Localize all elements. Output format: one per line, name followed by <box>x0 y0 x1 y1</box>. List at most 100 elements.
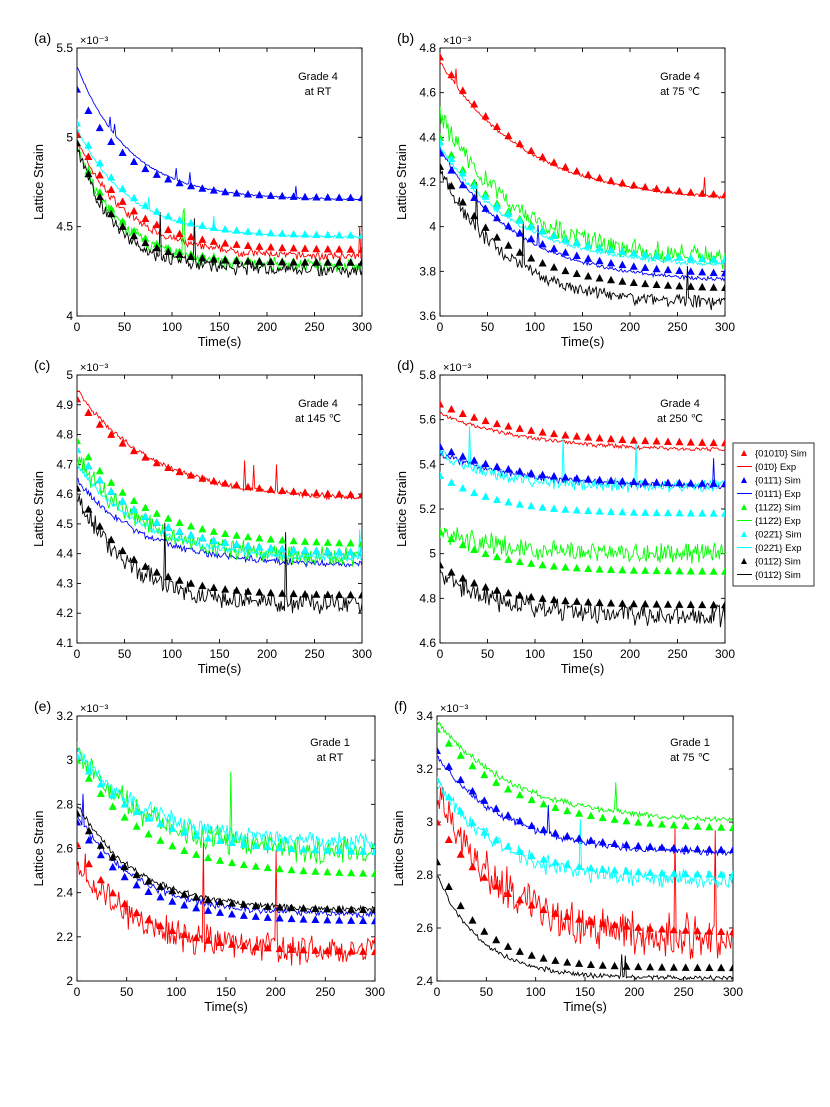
sim-point <box>572 506 581 514</box>
sim-point <box>675 437 684 446</box>
sim-point <box>335 916 344 924</box>
sim-point <box>538 227 547 235</box>
sim-point <box>107 137 116 145</box>
sim-point <box>299 866 308 875</box>
panel-label: (b) <box>397 30 414 46</box>
sim-point <box>504 422 513 430</box>
y-tick-label: 4.7 <box>56 457 73 471</box>
sim-point <box>641 279 650 288</box>
legend-label: {01̄0} Exp <box>755 462 796 473</box>
sim-point <box>251 901 260 909</box>
sim-point <box>515 424 524 432</box>
sim-point <box>504 588 513 597</box>
sim-point <box>95 466 104 475</box>
sim-point <box>586 960 595 968</box>
sim-point <box>107 535 116 544</box>
sim-point <box>84 141 93 149</box>
sim-point <box>586 863 595 872</box>
sim-point <box>198 253 207 262</box>
sim-point <box>84 767 93 775</box>
y-tick-label: 3.6 <box>419 309 436 323</box>
sim-point <box>221 187 230 196</box>
sim-point <box>717 870 726 878</box>
sim-point <box>629 262 638 270</box>
sim-point <box>468 916 477 924</box>
sim-point <box>347 916 356 924</box>
sim-point <box>709 268 718 276</box>
sim-point <box>634 818 643 826</box>
sim-point <box>204 853 213 862</box>
sim-point <box>255 190 264 199</box>
sim-point <box>164 175 173 183</box>
sim-point <box>164 572 173 581</box>
x-tick-label: 300 <box>365 985 385 999</box>
sim-point <box>358 490 362 499</box>
sim-series-black <box>77 138 362 266</box>
legend-label: {011̄1} Exp <box>755 489 801 500</box>
x-tick-label: 250 <box>315 985 335 999</box>
x-tick-label: 250 <box>667 320 687 334</box>
legend-label: {0101̄0} Sim <box>755 449 807 460</box>
exp-line-blue <box>440 449 725 490</box>
sim-point <box>144 877 153 885</box>
sim-point <box>175 250 184 258</box>
panel-annotation: at 250 ℃ <box>657 413 703 425</box>
plot-area <box>77 66 362 278</box>
sim-point <box>359 947 368 955</box>
y-tick-label: 2.4 <box>416 974 433 988</box>
x-tick-label: 50 <box>480 985 494 999</box>
x-tick-label: 50 <box>481 647 495 661</box>
sim-point <box>232 481 241 489</box>
sim-point <box>168 926 177 934</box>
sim-point <box>371 916 375 925</box>
sim-point <box>156 819 165 828</box>
sim-point <box>141 453 150 461</box>
y-tick-label: 4.6 <box>419 86 436 100</box>
sim-point <box>675 478 684 487</box>
sim-point <box>96 850 105 859</box>
sim-point <box>108 888 117 897</box>
sim-point <box>458 452 467 460</box>
sim-point <box>132 870 141 879</box>
sim-point <box>610 839 619 847</box>
sim-point <box>289 229 298 238</box>
sim-point <box>118 488 127 496</box>
sim-point <box>130 505 138 513</box>
sim-point <box>572 432 581 440</box>
sim-point <box>458 86 467 94</box>
sim-point <box>698 479 707 487</box>
sim-point <box>152 243 161 252</box>
sim-point <box>278 229 287 237</box>
sim-point <box>437 746 441 754</box>
sim-point <box>693 822 702 830</box>
sim-point <box>323 547 332 555</box>
sim-series-red <box>77 840 375 956</box>
sim-point <box>289 589 298 598</box>
y-axis-label: Lattice Strain <box>31 811 46 887</box>
legend-label: {112̄2} Exp <box>755 516 801 527</box>
sim-point <box>187 471 195 479</box>
x-tick-label: 150 <box>575 985 595 999</box>
sim-point <box>77 809 81 817</box>
sim-point <box>187 579 195 587</box>
sim-point <box>164 463 173 471</box>
sim-point <box>130 555 138 563</box>
sim-point <box>440 471 444 479</box>
sim-point <box>278 544 287 553</box>
sim-point <box>595 565 604 573</box>
x-tick-label: 100 <box>162 647 182 661</box>
sim-point <box>84 774 93 782</box>
sim-point <box>657 868 666 877</box>
sim-point <box>575 809 584 817</box>
sim-point <box>458 484 467 492</box>
sim-point <box>263 902 272 910</box>
sim-point <box>299 845 308 853</box>
x-tick-label: 150 <box>572 647 592 661</box>
y-tick-label: 4 <box>66 309 73 323</box>
sim-point <box>550 231 558 239</box>
sim-point <box>641 508 650 516</box>
sim-point <box>538 470 547 479</box>
sim-point <box>440 400 444 408</box>
sim-point <box>646 842 655 851</box>
sim-point <box>515 139 524 148</box>
